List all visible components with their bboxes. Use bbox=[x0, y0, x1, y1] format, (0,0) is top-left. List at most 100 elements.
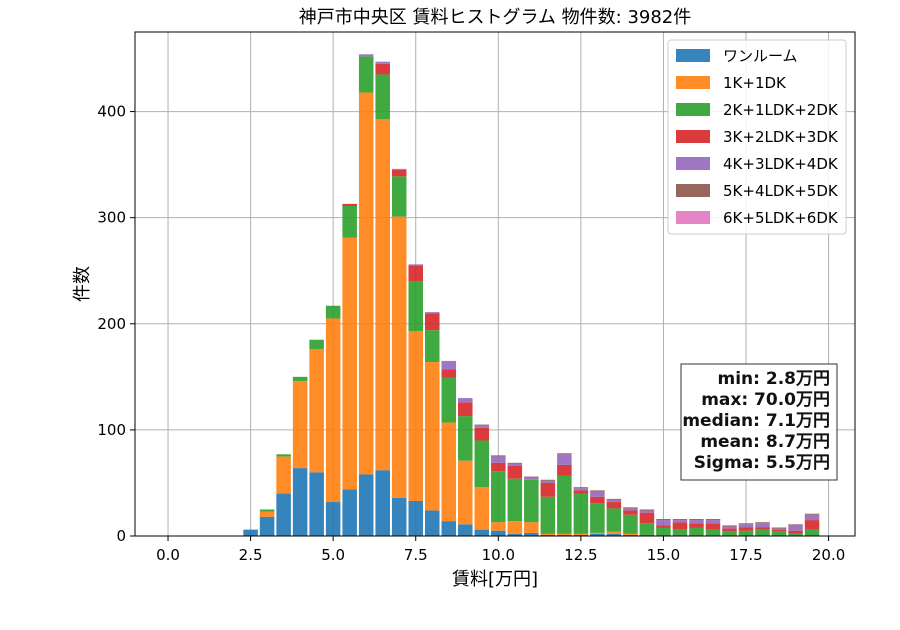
bar-segment-bin33-series4 bbox=[788, 525, 803, 531]
bar-segment-bin2-series2 bbox=[276, 454, 291, 457]
bar-segment-bin2-series1 bbox=[276, 456, 291, 494]
stats-line-0: min: 2.8万円 bbox=[718, 369, 830, 389]
x-tick-label-6: 15.0 bbox=[647, 546, 680, 564]
bar-segment-bin10-series2 bbox=[408, 281, 423, 332]
legend-label-0: ワンルーム bbox=[723, 47, 798, 65]
bar-segment-bin17-series4 bbox=[524, 477, 539, 480]
bar-segment-bin29-series4 bbox=[722, 526, 737, 529]
y-tick-label-2: 200 bbox=[97, 315, 126, 333]
y-axis-label: 件数 bbox=[72, 266, 93, 302]
legend-label-6: 6K+5LDK+6DK bbox=[723, 209, 839, 227]
bar-segment-bin21-series2 bbox=[590, 503, 605, 533]
bar-segment-bin6-series1 bbox=[342, 237, 357, 490]
plot-area bbox=[134, 31, 856, 537]
bar-segment-bin16-series4 bbox=[507, 463, 523, 466]
bar-segment-bin26-series2 bbox=[672, 529, 688, 536]
y-tick-label-0: 0 bbox=[116, 527, 126, 545]
bar-segment-bin19-series1 bbox=[557, 533, 572, 535]
bar-segment-bin18-series3 bbox=[540, 482, 556, 497]
bar-segment-bin7-series2 bbox=[358, 56, 374, 93]
bar-segment-bin10-series0 bbox=[408, 500, 423, 536]
bar-segment-bin4-series1 bbox=[309, 349, 324, 473]
x-tick-label-4: 10.0 bbox=[482, 546, 515, 564]
bar-segment-bin1-series1 bbox=[259, 511, 275, 517]
x-tick-label-2: 5.0 bbox=[321, 546, 345, 564]
bar-segment-bin18-series0 bbox=[540, 534, 556, 536]
bar-segment-bin24-series4 bbox=[639, 510, 655, 513]
bar-segment-bin20-series5 bbox=[573, 487, 589, 489]
legend-swatch-0 bbox=[676, 49, 710, 62]
x-tick-label-8: 20.0 bbox=[812, 546, 845, 564]
legend-swatch-6 bbox=[676, 211, 710, 224]
bar-segment-bin32-series3 bbox=[771, 529, 787, 532]
bar-segment-bin32-series5 bbox=[771, 527, 787, 529]
bar-segment-bin14-series0 bbox=[474, 529, 490, 536]
bar-segment-bin12-series1 bbox=[441, 422, 457, 522]
bars-group bbox=[243, 54, 820, 536]
bar-segment-bin16-series0 bbox=[507, 533, 523, 536]
bar-segment-bin29-series5 bbox=[722, 525, 737, 527]
bar-segment-bin18-series1 bbox=[540, 533, 556, 535]
bar-segment-bin17-series1 bbox=[524, 522, 539, 533]
bar-segment-bin8-series0 bbox=[375, 470, 390, 536]
bar-segment-bin15-series1 bbox=[491, 522, 506, 531]
bar-segment-bin27-series4 bbox=[689, 520, 704, 524]
legend-label-4: 4K+3LDK+4DK bbox=[723, 155, 839, 173]
bar-segment-bin30-series5 bbox=[738, 523, 754, 525]
bar-segment-bin23-series1 bbox=[623, 533, 638, 535]
bar-segment-bin17-series5 bbox=[524, 476, 539, 478]
bar-segment-bin11-series1 bbox=[424, 361, 440, 511]
x-tick-label-7: 17.5 bbox=[729, 546, 762, 564]
bar-segment-bin34-series5 bbox=[804, 513, 820, 515]
bar-segment-bin19-series5 bbox=[557, 453, 572, 455]
bar-segment-bin28-series5 bbox=[705, 519, 721, 521]
bar-segment-bin0-series0 bbox=[243, 529, 258, 536]
bar-segment-bin9-series3 bbox=[391, 169, 407, 177]
bar-segment-bin22-series2 bbox=[606, 508, 622, 532]
bar-segment-bin22-series5 bbox=[606, 498, 622, 500]
x-tick-label-1: 2.5 bbox=[239, 546, 263, 564]
bar-segment-bin20-series1 bbox=[573, 533, 589, 535]
y-axis-ticks: 0 100 200 300 400 bbox=[97, 103, 135, 545]
bar-segment-bin31-series3 bbox=[755, 527, 770, 530]
chart-title: 神戸市中央区 賃料ヒストグラム 物件数: 3982件 bbox=[299, 7, 692, 28]
bar-segment-bin21-series1 bbox=[590, 532, 605, 534]
bar-segment-bin31-series2 bbox=[755, 529, 770, 536]
bar-segment-bin19-series0 bbox=[557, 534, 572, 536]
bar-segment-bin1-series0 bbox=[259, 516, 275, 536]
x-axis-label: 賃料[万円] bbox=[452, 569, 538, 590]
x-tick-label-3: 7.5 bbox=[404, 546, 428, 564]
bar-segment-bin14-series1 bbox=[474, 487, 490, 530]
bar-segment-bin4-series0 bbox=[309, 472, 324, 536]
bar-segment-bin30-series2 bbox=[738, 530, 754, 536]
bar-segment-bin34-series2 bbox=[804, 529, 820, 536]
legend-swatch-1 bbox=[676, 76, 710, 89]
legend-swatch-2 bbox=[676, 103, 710, 116]
bar-segment-bin25-series5 bbox=[656, 519, 671, 521]
bar-segment-bin3-series1 bbox=[292, 381, 308, 469]
bar-segment-bin27-series5 bbox=[689, 519, 704, 521]
bar-segment-bin20-series2 bbox=[573, 493, 589, 534]
bar-segment-bin26-series5 bbox=[672, 519, 688, 521]
bar-segment-bin20-series0 bbox=[573, 534, 589, 536]
bar-segment-bin15-series4 bbox=[491, 456, 506, 463]
bar-segment-bin13-series2 bbox=[458, 416, 473, 461]
bar-segment-bin6-series2 bbox=[342, 206, 357, 238]
bar-segment-bin18-series4 bbox=[540, 480, 556, 483]
bar-segment-bin3-series2 bbox=[292, 376, 308, 382]
bar-segment-bin17-series2 bbox=[524, 479, 539, 523]
bar-segment-bin24-series3 bbox=[639, 512, 655, 524]
bar-segment-bin30-series3 bbox=[738, 527, 754, 531]
legend-label-1: 1K+1DK bbox=[723, 74, 787, 92]
bar-segment-bin17-series0 bbox=[524, 532, 539, 536]
x-tick-label-0: 0.0 bbox=[156, 546, 180, 564]
bar-segment-bin15-series3 bbox=[491, 462, 506, 472]
bar-segment-bin29-series2 bbox=[722, 531, 737, 536]
bar-segment-bin5-series0 bbox=[325, 502, 341, 536]
bar-segment-bin18-series5 bbox=[540, 479, 556, 481]
bar-segment-bin28-series2 bbox=[705, 529, 721, 536]
bar-segment-bin9-series1 bbox=[391, 216, 407, 498]
bar-segment-bin10-series4 bbox=[408, 264, 423, 266]
bar-segment-bin34-series4 bbox=[804, 514, 820, 521]
bar-segment-bin12-series3 bbox=[441, 369, 457, 378]
